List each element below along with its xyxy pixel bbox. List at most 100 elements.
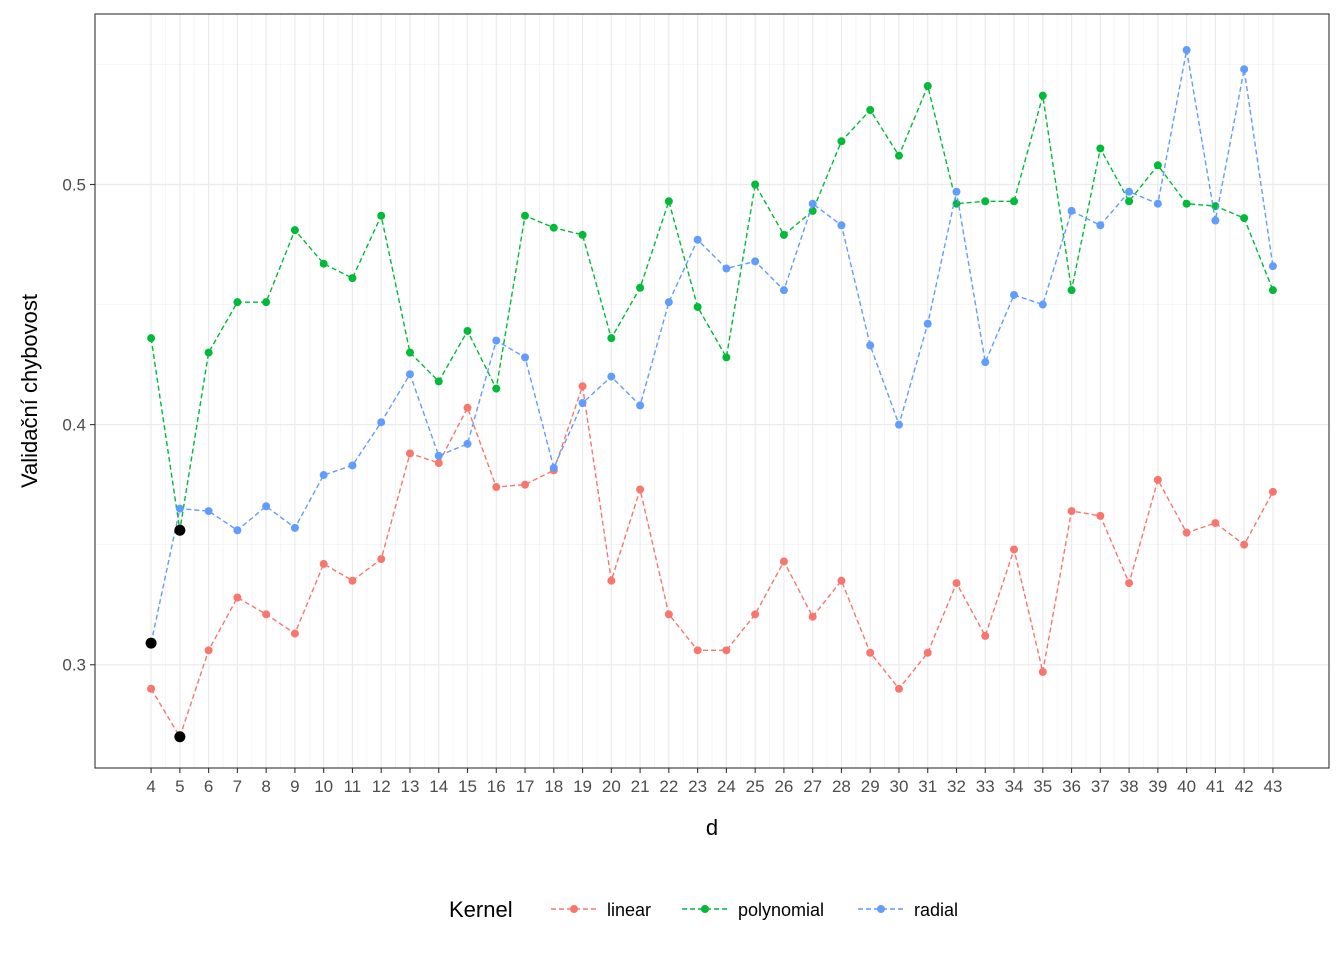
data-point-radial [377, 418, 386, 427]
y-axis-title: Validační chybovost [17, 294, 42, 488]
y-axis: 0.3 0.4 0.5 [62, 175, 95, 675]
legend-label: radial [914, 900, 958, 920]
data-point-polynomial [1096, 144, 1105, 153]
x-tick-label: 42 [1235, 777, 1254, 796]
data-point-radial [664, 298, 673, 307]
x-tick-label: 37 [1091, 777, 1110, 796]
highlight-point [174, 524, 186, 536]
data-point-polynomial [664, 197, 673, 206]
data-point-radial [866, 341, 875, 350]
x-tick-label: 24 [717, 777, 736, 796]
data-point-linear [578, 382, 587, 391]
legend-label: linear [607, 900, 651, 920]
data-point-radial [463, 439, 472, 448]
data-point-linear [1067, 507, 1076, 516]
data-point-polynomial [722, 353, 731, 362]
data-point-linear [204, 646, 213, 655]
data-point-linear [636, 485, 645, 494]
data-point-polynomial [521, 211, 530, 220]
data-point-radial [1067, 206, 1076, 215]
x-tick-label: 17 [516, 777, 535, 796]
x-tick-label: 43 [1263, 777, 1282, 796]
data-point-linear [521, 480, 530, 489]
data-point-polynomial [1240, 214, 1249, 223]
data-point-radial [405, 370, 414, 379]
data-point-linear [434, 459, 443, 468]
x-tick-label: 27 [803, 777, 822, 796]
data-point-radial [290, 523, 299, 532]
x-tick-label: 36 [1062, 777, 1081, 796]
data-point-polynomial [434, 377, 443, 386]
data-point-polynomial [1010, 197, 1019, 206]
y-tick-label: 0.4 [62, 416, 86, 435]
legend-key-point [570, 905, 578, 913]
data-point-linear [1096, 511, 1105, 520]
data-point-radial [1182, 46, 1191, 55]
data-point-linear [1211, 519, 1220, 528]
data-point-linear [233, 593, 242, 602]
data-point-polynomial [290, 226, 299, 235]
x-tick-label: 18 [544, 777, 563, 796]
legend-key-point [877, 905, 885, 913]
x-tick-label: 34 [1005, 777, 1024, 796]
data-point-polynomial [463, 326, 472, 335]
data-point-linear [722, 646, 731, 655]
data-point-linear [377, 555, 386, 564]
x-tick-label: 23 [688, 777, 707, 796]
data-point-polynomial [866, 106, 875, 115]
data-point-polynomial [492, 384, 501, 393]
x-tick-label: 39 [1148, 777, 1167, 796]
data-point-radial [1153, 199, 1162, 208]
data-point-linear [1240, 540, 1249, 549]
x-tick-label: 7 [233, 777, 242, 796]
series-line-linear [150, 385, 1274, 739]
data-point-linear [1125, 579, 1134, 588]
data-point-radial [636, 401, 645, 410]
data-point-radial [1125, 187, 1134, 196]
data-point-linear [607, 576, 616, 585]
x-tick-label: 14 [429, 777, 448, 796]
highlight-point [145, 637, 157, 649]
data-point-radial [492, 336, 501, 345]
data-point-radial [722, 264, 731, 273]
legend-item-linear: linear [551, 900, 651, 920]
data-point-radial [607, 372, 616, 381]
data-point-linear [808, 612, 817, 621]
series-line-radial [150, 49, 1274, 644]
x-tick-label: 32 [947, 777, 966, 796]
data-point-radial [175, 504, 184, 513]
legend-title: Kernel [449, 897, 513, 922]
x-tick-label: 12 [372, 777, 391, 796]
data-point-radial [549, 463, 558, 472]
x-tick-label: 4 [146, 777, 155, 796]
data-point-radial [952, 187, 961, 196]
data-point-radial [1010, 290, 1019, 299]
x-tick-label: 26 [774, 777, 793, 796]
data-point-radial [521, 353, 530, 362]
x-tick-label: 25 [746, 777, 765, 796]
data-point-linear [837, 576, 846, 585]
x-tick-label: 35 [1033, 777, 1052, 796]
data-point-linear [981, 631, 990, 640]
data-point-polynomial [1182, 199, 1191, 208]
x-tick-label: 40 [1177, 777, 1196, 796]
data-point-radial [348, 461, 357, 470]
data-point-radial [894, 420, 903, 429]
data-point-linear [492, 483, 501, 492]
major-gridlines-y [95, 183, 1329, 666]
data-point-linear [664, 610, 673, 619]
data-point-polynomial [894, 151, 903, 160]
data-point-polynomial [693, 302, 702, 311]
data-point-polynomial [779, 230, 788, 239]
highlight-layer [145, 524, 186, 743]
x-tick-label: 38 [1120, 777, 1139, 796]
series-line-polynomial [150, 83, 1274, 531]
x-tick-label: 16 [487, 777, 506, 796]
legend-label: polynomial [738, 900, 824, 920]
data-point-polynomial [1038, 91, 1047, 100]
data-point-linear [463, 403, 472, 412]
x-tick-label: 30 [890, 777, 909, 796]
data-point-linear [693, 646, 702, 655]
data-point-radial [262, 502, 271, 511]
